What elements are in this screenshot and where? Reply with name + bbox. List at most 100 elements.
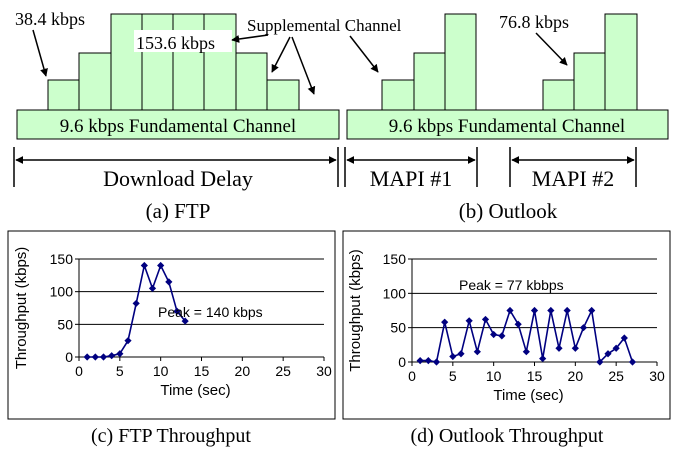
data-point <box>547 306 555 315</box>
chart-d-outlook-throughput: 0 50 100 150 0 5 10 15 20 25 30 Time (sec) Throughpu… <box>342 230 671 447</box>
data-point <box>612 344 620 352</box>
supplemental-block <box>110 13 143 111</box>
data-point <box>424 357 432 365</box>
x-tick-label: 5 <box>449 368 457 384</box>
label-background <box>13 6 107 28</box>
x-tick-label: 25 <box>608 368 624 384</box>
y-tick-label: 0 <box>398 354 406 370</box>
data-point <box>465 317 473 325</box>
data-point <box>140 261 148 270</box>
y-tick-label: 50 <box>390 320 406 336</box>
label-background <box>245 14 373 36</box>
y-tick-label: 100 <box>383 285 407 301</box>
caption-a: (a) FTP <box>146 199 211 223</box>
x-tick-label: 15 <box>194 363 210 379</box>
caption-c: (c) FTP Throughput <box>91 425 251 447</box>
supplemental-block <box>203 13 237 111</box>
supplemental-channel-label: Supplemental Channel <box>247 16 402 35</box>
data-point <box>514 320 522 328</box>
supplemental-block <box>573 52 606 111</box>
data-point <box>604 350 612 358</box>
data-point <box>449 352 457 361</box>
supplemental-block <box>381 79 415 111</box>
caption-d: (d) Outlook Throughput <box>411 425 604 447</box>
plot-area: 0 50 100 150 0 5 10 15 20 25 30 Time (sec) Throughpu… <box>13 247 332 399</box>
chart-c-ftp-throughput: 0 50 100 150 0 5 10 15 20 25 30 Time (sec) Throughpu… <box>7 230 336 447</box>
data-point <box>506 306 514 315</box>
supplemental-block <box>172 13 205 111</box>
data-point <box>539 354 547 363</box>
download-delay-label: Download Delay <box>103 166 253 191</box>
data-point <box>473 348 481 356</box>
x-tick-label: 20 <box>235 363 251 379</box>
fundamental-channel-block <box>16 109 340 140</box>
data-point <box>108 352 116 360</box>
supplemental-block <box>266 79 300 111</box>
chart-frame <box>7 230 336 420</box>
data-point <box>579 324 588 332</box>
supplemental-block <box>413 52 446 111</box>
x-tick-label: 5 <box>116 363 124 379</box>
data-point <box>91 353 99 361</box>
data-point <box>173 307 181 315</box>
fundamental-channel-block <box>346 109 669 140</box>
peak-label: Peak = 77 kbbps <box>459 277 564 293</box>
data-point <box>481 315 490 324</box>
panel-b-outlook: 9.6 kbps Fundamental Channel 76.8 kbps M… <box>344 10 669 223</box>
y-tick-label: 0 <box>65 349 73 365</box>
x-tick-label: 15 <box>527 368 543 384</box>
y-tick-label: 50 <box>57 316 73 332</box>
supplemental-arrow <box>349 35 379 73</box>
x-axis-title: Time (sec) <box>160 382 230 399</box>
rate-76-label: 76.8 kbps <box>499 12 569 32</box>
fundamental-channel-label: 9.6 kbps Fundamental Channel <box>389 116 625 137</box>
data-point <box>620 334 628 342</box>
supplemental-block <box>78 52 112 111</box>
rate-38-label: 38.4 kbps <box>15 9 85 29</box>
data-point <box>522 348 530 356</box>
caption-b: (b) Outlook <box>459 199 558 223</box>
supplemental-block <box>444 13 477 111</box>
y-tick-label: 150 <box>50 251 74 267</box>
supplemental-block <box>141 13 174 111</box>
supplemental-arrow <box>271 36 291 73</box>
x-tick-label: 25 <box>275 363 291 379</box>
data-point <box>116 350 124 358</box>
data-point <box>457 350 465 358</box>
data-point <box>165 278 173 286</box>
label-background <box>134 30 232 52</box>
supplemental-arrow <box>231 34 269 43</box>
chart-frame <box>342 230 671 420</box>
x-tick-label: 10 <box>486 368 502 384</box>
data-point <box>99 353 108 361</box>
rate-76-arrow <box>535 32 568 66</box>
data-point <box>432 358 441 366</box>
y-tick-label: 100 <box>50 284 74 300</box>
label-background <box>496 10 582 32</box>
supplemental-block <box>604 13 638 111</box>
data-point <box>563 306 571 315</box>
x-tick-label: 30 <box>649 368 665 384</box>
data-point <box>588 306 596 315</box>
rate-38-arrow <box>32 29 48 77</box>
x-axis-title: Time (sec) <box>493 387 563 404</box>
data-point <box>628 358 637 366</box>
rate-153-label: 153.6 kbps <box>136 33 215 53</box>
fundamental-channel-label: 9.6 kbps Fundamental Channel <box>60 116 296 137</box>
y-axis-title: Throughput (kbps) <box>347 249 364 372</box>
data-point <box>157 261 165 270</box>
data-point <box>441 318 449 326</box>
peak-label: Peak = 140 kbps <box>158 304 263 320</box>
data-point <box>530 306 539 315</box>
data-point <box>124 337 132 345</box>
data-point <box>490 330 498 339</box>
supplemental-block <box>235 52 268 111</box>
data-point <box>181 317 189 325</box>
data-point <box>498 332 506 340</box>
x-tick-label: 0 <box>408 368 416 384</box>
data-point <box>416 357 424 365</box>
x-tick-label: 30 <box>316 363 332 379</box>
panel-a-ftp: 9.6 kbps Fundamental Channel 38.4 kbps 1… <box>13 6 402 223</box>
